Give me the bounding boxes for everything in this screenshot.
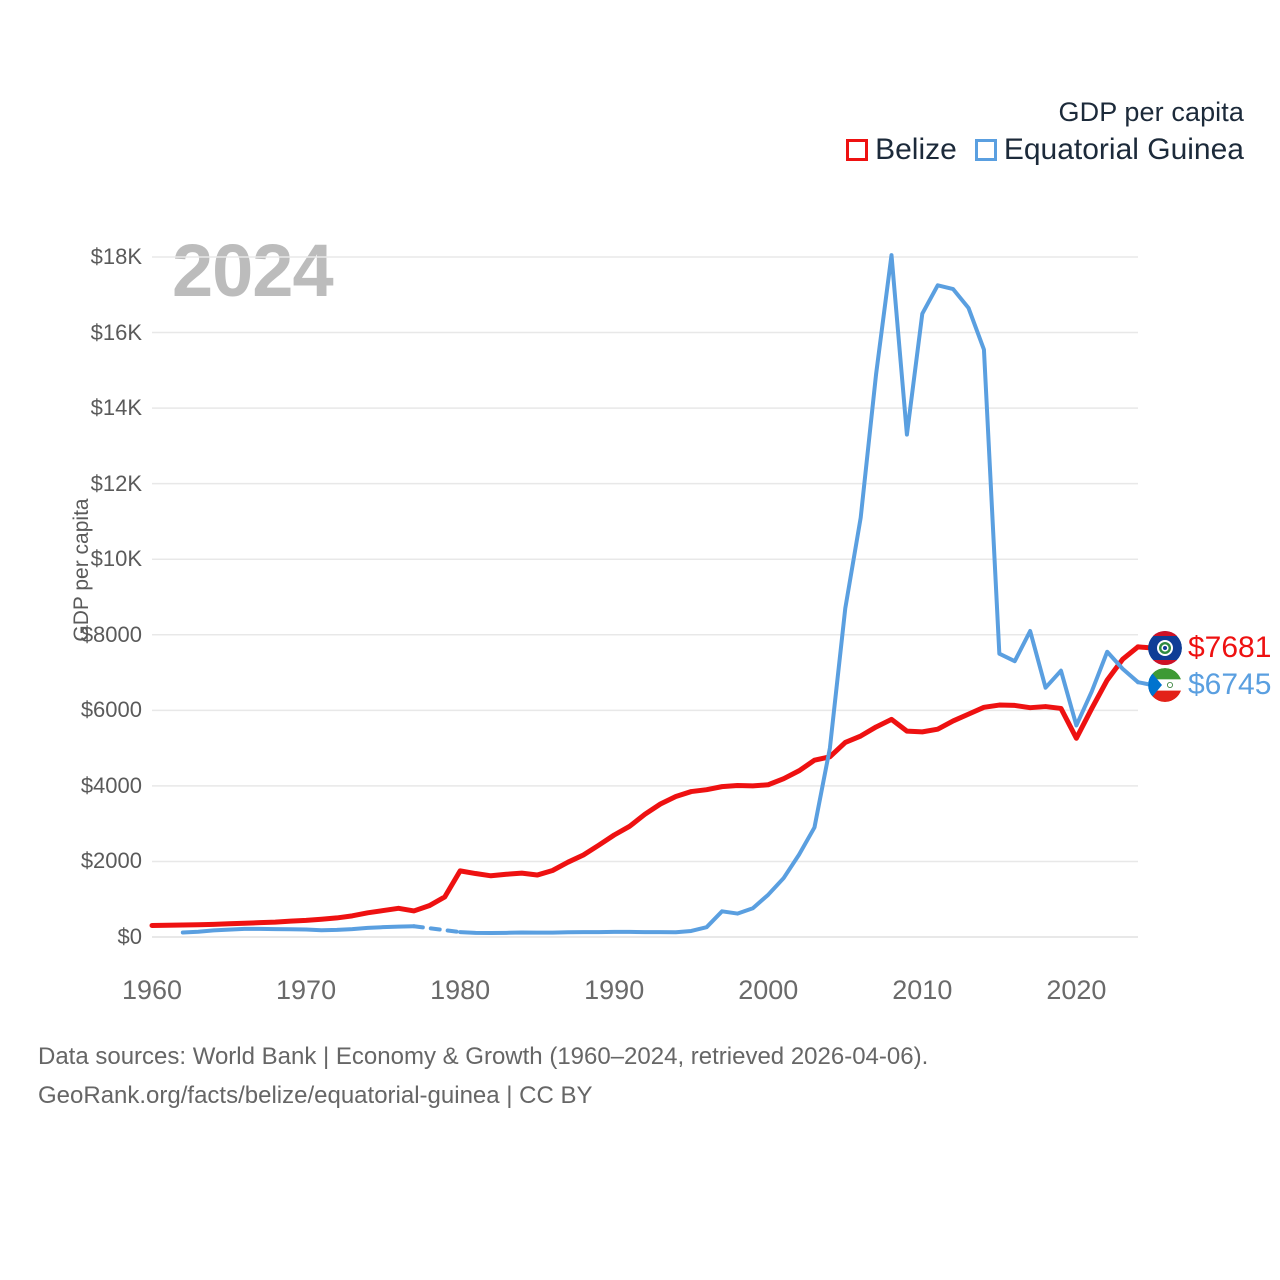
- end-label-belize: $7681: [1148, 631, 1271, 665]
- y-tick-label: $6000: [80, 697, 142, 723]
- legend-swatch-belize: [846, 139, 869, 162]
- year-watermark: 2024: [172, 229, 334, 312]
- legend-swatch-equatorial-guinea: [974, 139, 997, 162]
- end-label-value-equatorial-guinea: $6745: [1188, 668, 1272, 701]
- x-tick-label: 1980: [430, 975, 491, 1005]
- x-tick-label: 2000: [738, 975, 799, 1005]
- chart-legend: GDP per capita Belize Equatorial Guinea: [846, 96, 1244, 165]
- legend-item-belize[interactable]: Belize: [846, 135, 957, 165]
- y-tick-label: $0: [117, 924, 142, 949]
- x-tick-label: 1970: [276, 975, 337, 1005]
- y-tick-label: $16K: [90, 319, 142, 345]
- legend-label-equatorial-guinea: Equatorial Guinea: [1003, 133, 1244, 167]
- legend-items: Belize Equatorial Guinea: [846, 135, 1244, 165]
- legend-label-belize: Belize: [875, 133, 957, 167]
- footer-line-1: Data sources: World Bank | Economy & Gro…: [38, 1043, 929, 1070]
- y-tick-label: $18K: [90, 244, 142, 269]
- footer-line-2: GeoRank.org/facts/belize/equatorial-guin…: [38, 1081, 593, 1109]
- y-tick-label: $10K: [90, 546, 142, 572]
- end-label-equatorial-guinea: $6745: [1148, 668, 1271, 702]
- belize-flag-icon: [1148, 631, 1182, 665]
- y-tick-label: $12K: [90, 470, 142, 496]
- y-tick-label: $14K: [90, 395, 142, 421]
- end-label-value-belize: $7681: [1188, 631, 1272, 664]
- equatorial-guinea-flag-icon: [1148, 668, 1182, 702]
- legend-item-equatorial-guinea[interactable]: Equatorial Guinea: [974, 133, 1244, 167]
- y-tick-label: $2000: [80, 848, 142, 874]
- footer-attribution: Data sources: World Bank | Economy & Gro…: [38, 1038, 928, 1116]
- y-tick-label: $8000: [80, 621, 142, 647]
- x-tick-label: 2010: [892, 975, 953, 1005]
- x-tick-label: 1960: [121, 975, 183, 1005]
- y-tick-label: $4000: [80, 772, 142, 798]
- y-axis-ticks: $0 $2000 $4000 $6000 $8000 $10K $12K $14K $16K $1…: [38, 0, 142, 1280]
- x-tick-label: 2020: [1046, 975, 1107, 1005]
- legend-title: GDP per capita: [1058, 97, 1244, 127]
- x-tick-label: 1990: [584, 975, 645, 1005]
